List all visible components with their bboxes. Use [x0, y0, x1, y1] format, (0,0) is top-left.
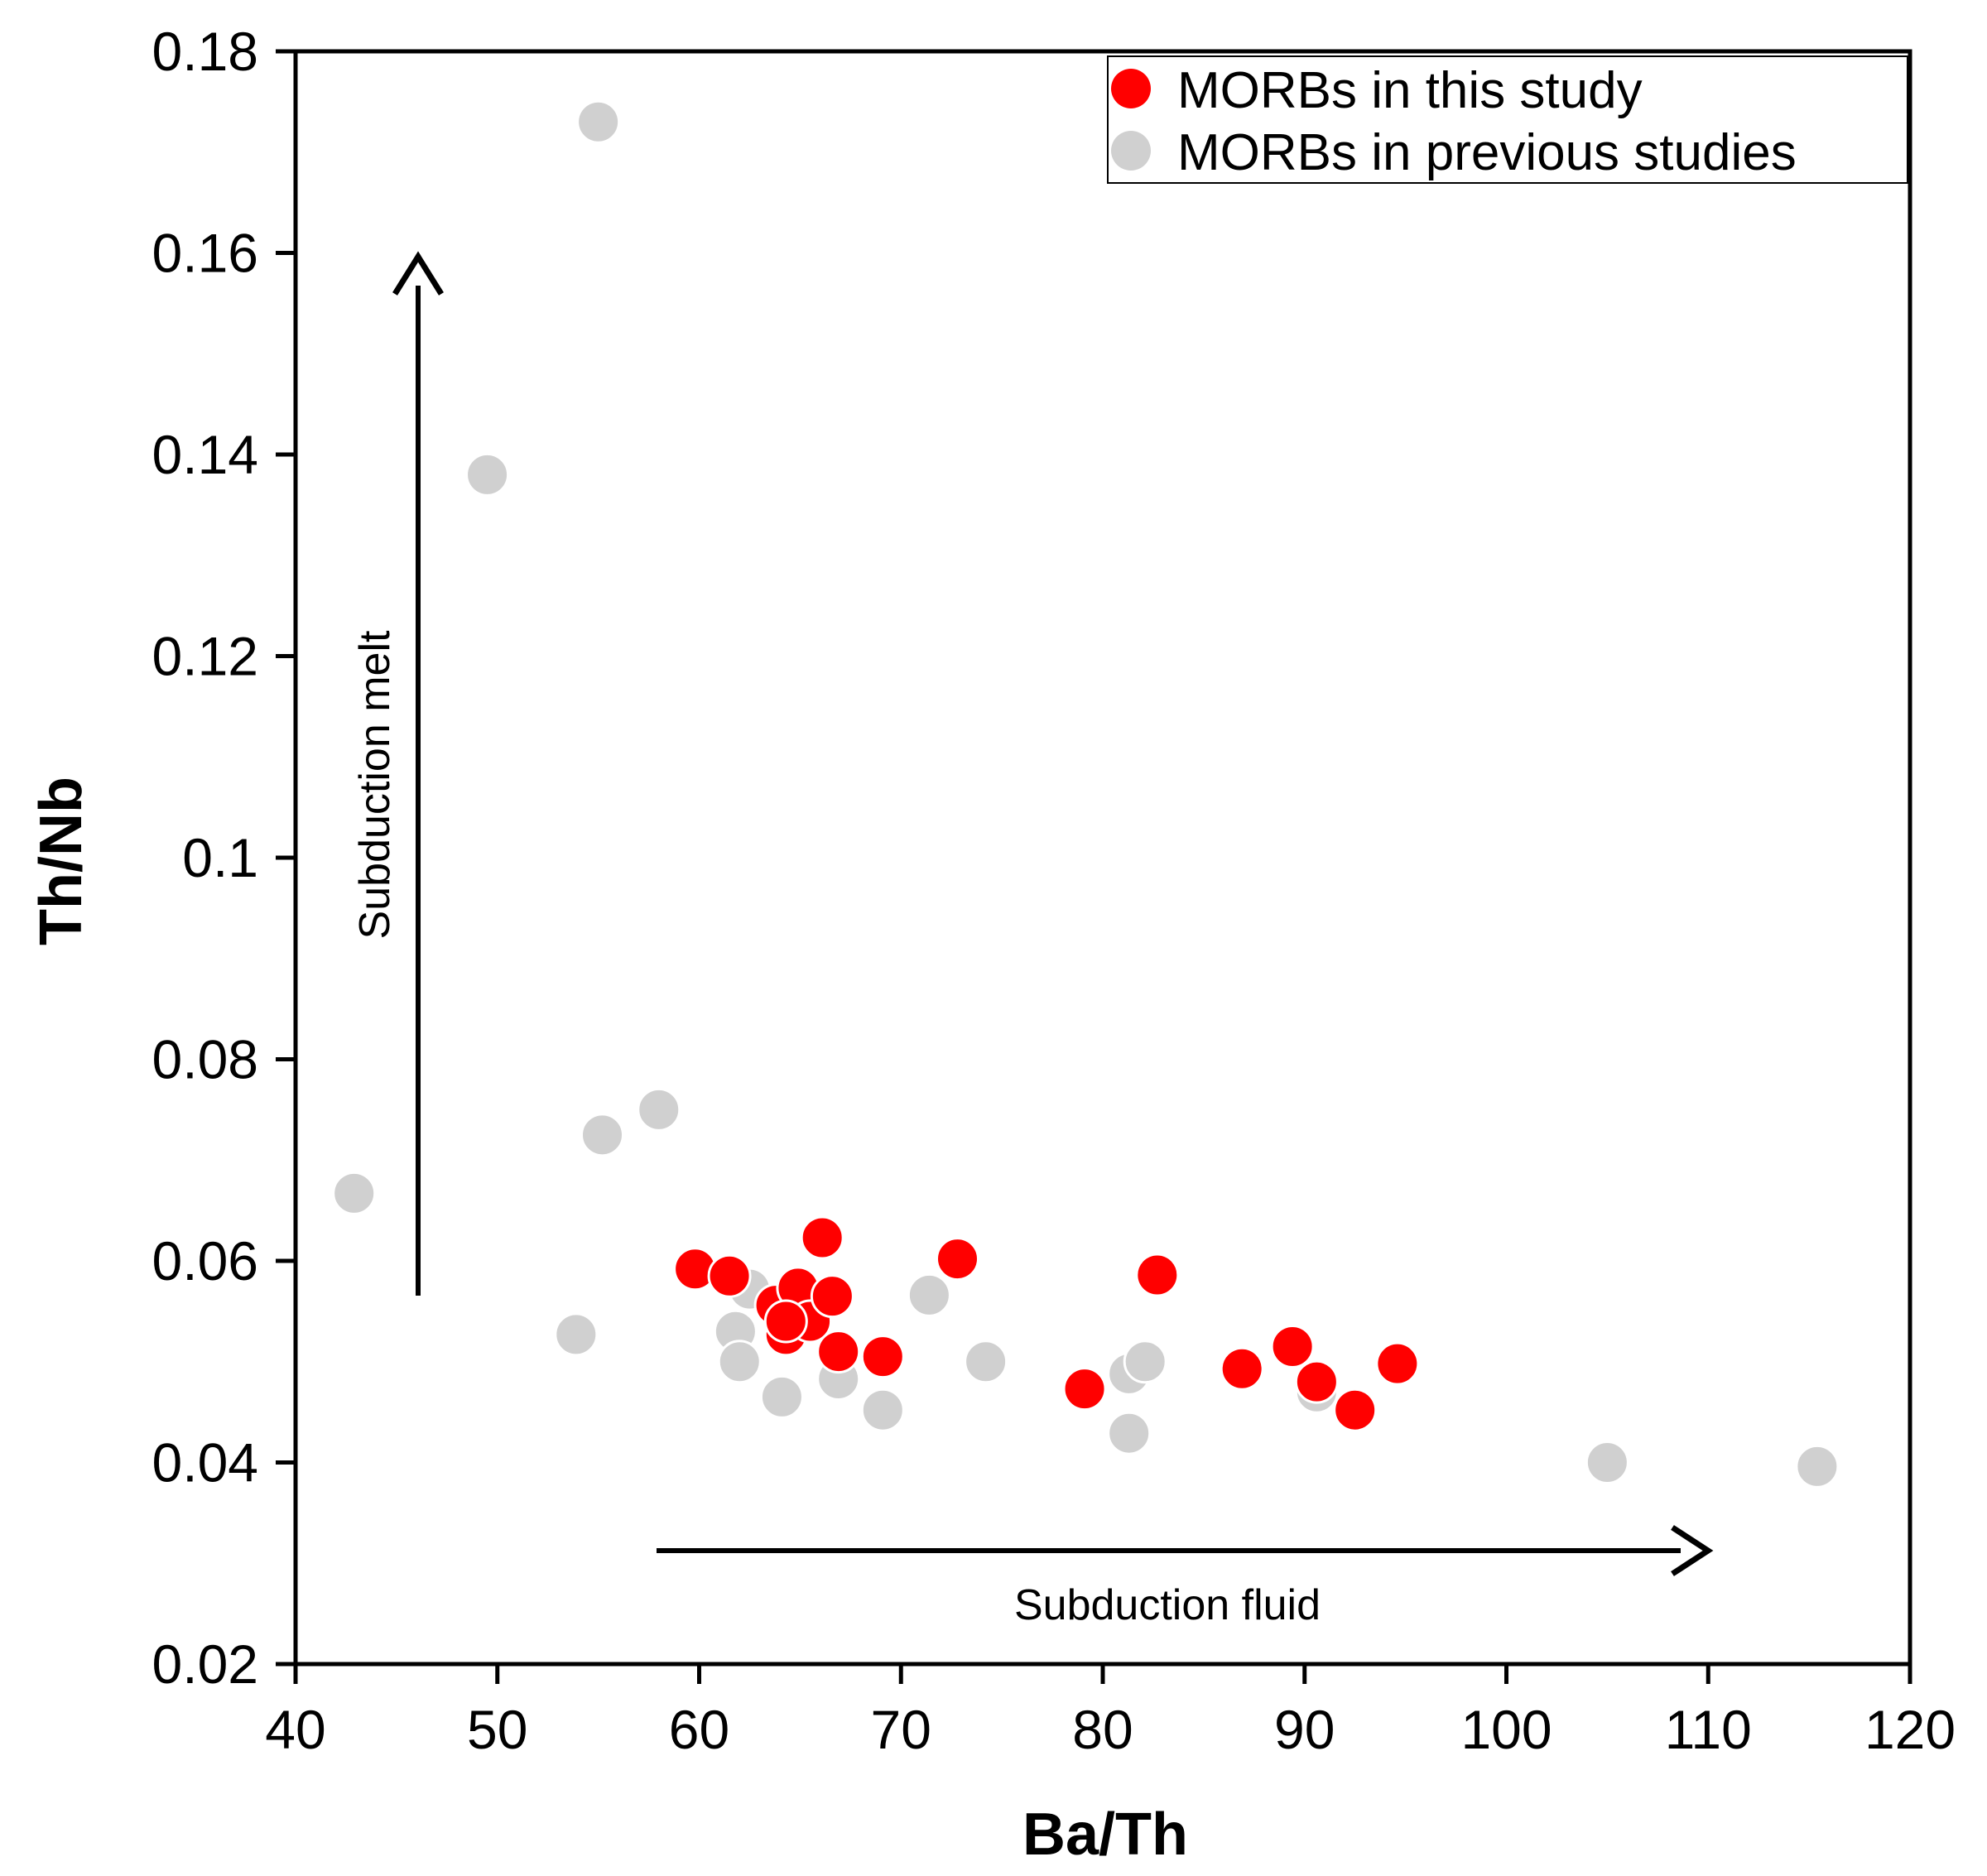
- y-tick-label: 0.18: [152, 21, 258, 82]
- data-point-this-study: [1375, 1341, 1420, 1386]
- data-point-previous-studies: [332, 1171, 377, 1215]
- data-point-previous-studies: [759, 1374, 804, 1419]
- x-tick-label: 60: [669, 1699, 729, 1760]
- x-tick-label: 90: [1274, 1699, 1335, 1760]
- x-tick-label: 50: [467, 1699, 527, 1760]
- data-point-previous-studies: [1107, 1411, 1152, 1455]
- data-point-previous-studies: [554, 1312, 599, 1357]
- x-tick-label: 120: [1864, 1699, 1956, 1760]
- x-tick-label: 70: [871, 1699, 931, 1760]
- data-point-this-study: [1220, 1346, 1264, 1391]
- data-points: [332, 99, 1840, 1489]
- data-point-previous-studies: [964, 1340, 1008, 1384]
- data-point-this-study: [1294, 1359, 1339, 1404]
- y-tick-label: 0.06: [152, 1230, 258, 1292]
- data-point-this-study: [1333, 1388, 1378, 1432]
- y-tick-label: 0.12: [152, 626, 258, 687]
- axis-ticks: [276, 49, 1912, 1684]
- x-tick-label: 100: [1460, 1699, 1552, 1760]
- data-point-this-study: [1270, 1324, 1315, 1369]
- x-axis-title: Ba/Th: [1022, 1801, 1188, 1868]
- data-point-previous-studies: [580, 1113, 624, 1157]
- data-point-this-study: [800, 1215, 844, 1260]
- data-point-previous-studies: [717, 1340, 762, 1384]
- subduction-fluid-arrowhead: [1671, 1525, 1714, 1576]
- subduction-fluid-label: Subduction fluid: [1014, 1581, 1321, 1629]
- legend-label-this-study: MORBs in this study: [1177, 62, 1643, 119]
- data-point-previous-studies: [465, 452, 510, 497]
- data-point-this-study: [936, 1237, 979, 1282]
- legend-marker-previous-studies: [1111, 131, 1151, 171]
- plot-area-frame: [293, 49, 1912, 1667]
- annotation-arrows: [392, 251, 1714, 1576]
- subduction-melt-label: Subduction melt: [351, 630, 399, 939]
- subduction-melt-arrowhead: [392, 251, 444, 296]
- x-tick-label: 40: [265, 1699, 325, 1760]
- data-point-previous-studies: [1585, 1441, 1629, 1484]
- x-tick-labels: 40 50 60 70 80 90 100 110 120: [265, 1699, 1956, 1760]
- data-point-previous-studies: [637, 1087, 681, 1132]
- data-point-previous-studies: [907, 1272, 951, 1317]
- y-tick-label: 0.04: [152, 1432, 258, 1494]
- data-point-this-study: [707, 1253, 752, 1298]
- data-point-previous-studies: [1123, 1340, 1167, 1384]
- y-tick-label: 0.1: [182, 827, 258, 888]
- data-point-previous-studies: [576, 99, 621, 144]
- y-tick-labels: 0.02 0.04 0.06 0.08 0.1 0.12 0.14 0.16 0.18: [152, 21, 258, 1695]
- y-axis-title: Th/Nb: [28, 777, 94, 945]
- data-point-this-study: [810, 1274, 854, 1319]
- legend-marker-this-study: [1111, 69, 1151, 108]
- legend-label-previous-studies: MORBs in previous studies: [1177, 124, 1797, 181]
- data-point-previous-studies: [860, 1388, 905, 1432]
- y-tick-label: 0.08: [152, 1029, 258, 1090]
- data-point-this-study: [1062, 1367, 1107, 1412]
- data-point-previous-studies: [1795, 1444, 1840, 1489]
- data-point-this-study: [860, 1335, 905, 1379]
- legend-box: [1107, 55, 1908, 184]
- legend: MORBs in this study MORBs in previous st…: [1107, 55, 1908, 184]
- y-tick-label: 0.02: [152, 1633, 258, 1695]
- y-tick-label: 0.14: [152, 424, 258, 485]
- data-point-this-study: [816, 1330, 861, 1374]
- x-tick-label: 80: [1072, 1699, 1133, 1760]
- data-point-this-study: [1135, 1253, 1180, 1297]
- y-tick-label: 0.16: [152, 223, 258, 284]
- data-point-this-study: [763, 1299, 808, 1344]
- x-tick-label: 110: [1665, 1699, 1752, 1760]
